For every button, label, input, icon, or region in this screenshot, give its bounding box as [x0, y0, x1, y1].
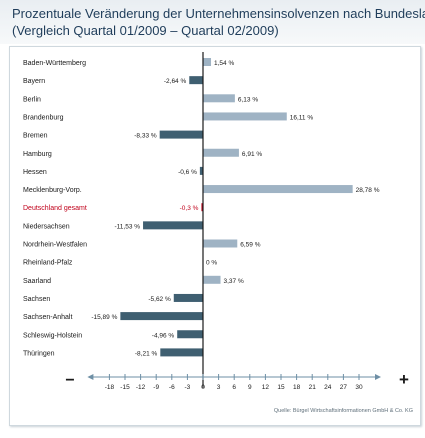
bar: [203, 148, 239, 157]
category-label: Sachsen: [23, 296, 50, 303]
bar: [203, 112, 287, 121]
category-label: Rheinland-Pfalz: [23, 260, 73, 267]
tick-label: 15: [277, 384, 285, 391]
tick-label: -3: [185, 384, 191, 391]
chart-subtitle: (Vergleich Quartal 01/2009 – Quartal 02/…: [12, 23, 279, 38]
value-label: 16,11 %: [290, 114, 314, 121]
bar: [199, 166, 203, 175]
value-label: -0,6 %: [178, 169, 197, 176]
bar: [159, 130, 203, 139]
category-label: Brandenburg: [23, 114, 64, 121]
chart-title: Prozentuale Veränderung der Unternehmens…: [12, 6, 425, 21]
bar: [177, 330, 203, 339]
value-label: -8,21 %: [135, 350, 158, 357]
category-label: Schleswig-Holstein: [23, 332, 82, 339]
tick-label: 6: [232, 384, 236, 391]
value-label: -4,96 %: [152, 332, 175, 339]
value-label: -2,64 %: [164, 78, 187, 85]
category-label: Hessen: [23, 169, 47, 176]
category-label: Baden-Württemberg: [23, 60, 86, 67]
value-label: 3,37 %: [224, 278, 244, 285]
tick-label: 12: [262, 384, 270, 391]
value-label: -0,3 %: [180, 205, 199, 212]
value-label: 6,91 %: [242, 151, 262, 158]
bar: [201, 203, 203, 212]
chart-panel: [9, 46, 421, 426]
value-label: 28,78 %: [356, 187, 380, 194]
source-note: Quelle: Bürgel Wirtschaftsinformationen …: [273, 408, 413, 414]
bar: [203, 185, 353, 194]
bar: [160, 348, 203, 357]
tick-label: 18: [293, 384, 301, 391]
minus-symbol: −: [65, 372, 74, 389]
value-label: 6,59 %: [240, 242, 260, 249]
tick-label: -15: [120, 384, 130, 391]
bar: [203, 58, 212, 66]
category-label: Bremen: [23, 133, 48, 140]
category-label: Niedersachsen: [23, 223, 70, 230]
category-label: Bayern: [23, 78, 45, 85]
tick-label: -18: [105, 384, 115, 391]
tick-label: -9: [153, 384, 159, 391]
tick-label: -6: [169, 384, 175, 391]
bar: [173, 293, 203, 302]
tick-label: 24: [324, 384, 332, 391]
bar: [120, 312, 203, 321]
bar: [203, 94, 235, 103]
scale-arrow-right: [375, 374, 381, 380]
category-label: Deutschland gesamt: [23, 205, 87, 212]
bar: [203, 275, 221, 284]
tick-label: 21: [309, 384, 317, 391]
category-label: Saarland: [23, 278, 51, 285]
tick-label: -12: [136, 384, 146, 391]
tick-label: 0: [201, 384, 205, 391]
value-label: -11,53 %: [114, 223, 140, 230]
title-block: Prozentuale Veränderung der Unternehmens…: [0, 0, 425, 44]
bar: [143, 221, 203, 230]
tick-label: 9: [248, 384, 252, 391]
category-label: Berlin: [23, 96, 41, 103]
tick-label: 3: [217, 384, 221, 391]
category-label: Mecklenburg-Vorp.: [23, 187, 82, 194]
category-label: Thüringen: [23, 350, 55, 357]
value-label: 1,54 %: [214, 60, 234, 67]
category-label: Nordrhein-Westfalen: [23, 242, 87, 249]
value-label: -8,33 %: [134, 133, 157, 140]
plus-symbol: +: [399, 370, 409, 389]
value-label: -15,89 %: [91, 314, 117, 321]
category-label: Sachsen-Anhalt: [23, 314, 72, 321]
scale-arrow-left: [87, 374, 94, 380]
category-label: Hamburg: [23, 151, 52, 158]
value-label: 6,13 %: [238, 96, 258, 103]
tick-label: 27: [340, 384, 348, 391]
bar: [203, 239, 238, 248]
value-label: 0 %: [206, 260, 217, 267]
bar: [189, 76, 203, 85]
value-label: -5,62 %: [148, 296, 171, 303]
tick-label: 30: [355, 384, 363, 391]
